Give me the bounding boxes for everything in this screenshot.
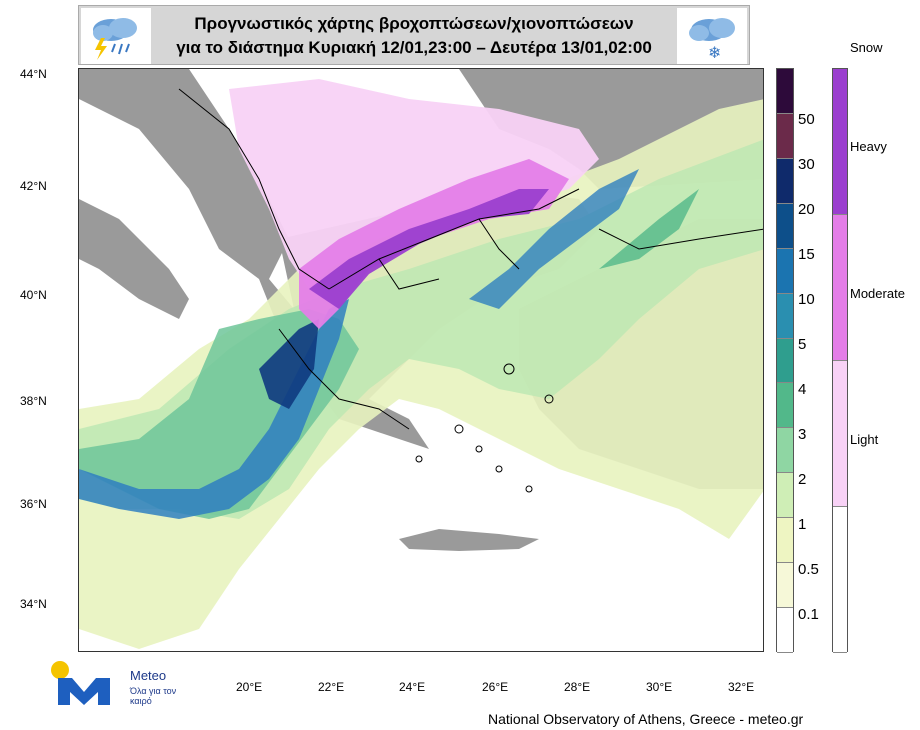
- logo-name: Meteo: [130, 668, 167, 683]
- rain-colorbar-segment: [777, 428, 793, 474]
- snow-colorbar: [832, 68, 848, 653]
- rain-label-2: 2: [798, 471, 807, 488]
- header-banner: Προγνωστικός χάρτης βροχοπτώσεων/χιονοπτ…: [78, 5, 750, 65]
- lat-label-42: 42°N: [20, 179, 47, 193]
- svg-text:❄: ❄: [708, 43, 721, 62]
- rain-label-5: 5: [798, 336, 807, 353]
- lat-label-36: 36°N: [20, 497, 47, 511]
- rain-colorbar-segment: [777, 518, 793, 564]
- lon-label-24: 24°E: [399, 680, 426, 694]
- rain-label-4: 4: [798, 381, 807, 398]
- snow-colorbar-segment: [833, 507, 847, 653]
- lon-label-22: 22°E: [318, 680, 345, 694]
- lon-label-32: 32°E: [728, 680, 755, 694]
- rain-colorbar-segment: [777, 383, 793, 429]
- snow-cloud-icon: ❄: [677, 8, 747, 64]
- lat-label-44: 44°N: [20, 67, 47, 81]
- rain-label-15: 15: [798, 246, 815, 263]
- lon-label-20: 20°E: [236, 680, 263, 694]
- snow-colorbar-segment: [833, 69, 847, 215]
- rain-colorbar-segment: [777, 293, 793, 339]
- precipitation-map: [78, 68, 764, 652]
- rain-label-1: 1: [798, 516, 807, 533]
- rain-label-3: 3: [798, 426, 807, 443]
- rain-label-20: 20: [798, 201, 815, 218]
- lon-label-26: 26°E: [482, 680, 509, 694]
- snow-colorbar-segment: [833, 361, 847, 507]
- snow-label-heavy: Heavy: [850, 139, 887, 154]
- lat-label-34: 34°N: [20, 597, 47, 611]
- title-line-2: για το διάστημα Κυριακή 12/01,23:00 – Δε…: [176, 38, 652, 57]
- logo-subtitle: Όλα για τον καιρό: [130, 686, 177, 706]
- rain-colorbar-segment: [777, 203, 793, 249]
- lon-label-30: 30°E: [646, 680, 673, 694]
- rain-colorbar-segment: [777, 338, 793, 384]
- lat-label-38: 38°N: [20, 394, 47, 408]
- rain-label-30: 30: [798, 156, 815, 173]
- rain-colorbar-segment: [777, 69, 793, 114]
- rain-colorbar: [776, 68, 794, 653]
- rain-label-50: 50: [798, 111, 815, 128]
- rain-storm-icon: [81, 8, 151, 64]
- rain-colorbar-segment: [777, 473, 793, 519]
- rain-label-0-1: 0.1: [798, 606, 819, 623]
- meteo-logo: [50, 660, 180, 710]
- rain-colorbar-segment: [777, 113, 793, 159]
- rain-label-0-5: 0.5: [798, 561, 819, 578]
- snow-legend-title: Snow: [850, 40, 883, 55]
- title-line-1: Προγνωστικός χάρτης βροχοπτώσεων/χιονοπτ…: [194, 14, 634, 33]
- snow-label-moderate: Moderate: [850, 286, 905, 301]
- footer-credit: National Observatory of Athens, Greece -…: [488, 711, 804, 727]
- snow-colorbar-segment: [833, 215, 847, 361]
- rain-label-10: 10: [798, 291, 815, 308]
- lon-label-28: 28°E: [564, 680, 591, 694]
- lat-label-40: 40°N: [20, 288, 47, 302]
- snow-label-light: Light: [850, 432, 879, 447]
- map-title: Προγνωστικός χάρτης βροχοπτώσεων/χιονοπτ…: [159, 12, 669, 60]
- rain-colorbar-segment: [777, 608, 793, 653]
- rain-colorbar-segment: [777, 158, 793, 204]
- rain-colorbar-segment: [777, 563, 793, 609]
- rain-colorbar-segment: [777, 248, 793, 294]
